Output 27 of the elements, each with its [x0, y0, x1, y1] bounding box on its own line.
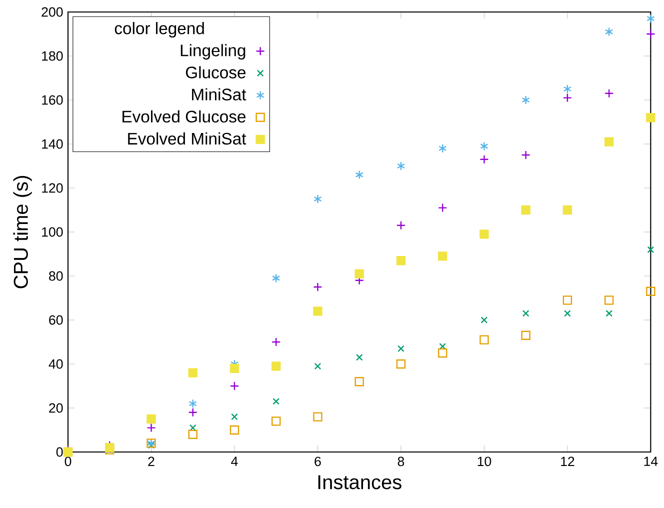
- legend-label: Evolved MiniSat: [128, 132, 246, 145]
- y-tick-label: 40: [48, 359, 63, 369]
- x-tick-label: 2: [148, 456, 154, 466]
- legend-title: color legend: [114, 22, 204, 38]
- legend-label: Evolved Glucose: [122, 110, 246, 123]
- y-tick-label: 120: [42, 183, 63, 193]
- legend-label: Glucose: [186, 66, 246, 78]
- x-tick-label: 6: [314, 456, 321, 466]
- x-tick-label: 12: [561, 456, 574, 466]
- y-tick-label: 100: [42, 227, 63, 237]
- y-tick-label: 200: [42, 7, 63, 17]
- y-tick-label: 0: [56, 447, 63, 457]
- x-tick-label: 0: [64, 456, 72, 466]
- y-tick-label: 20: [49, 403, 63, 413]
- x-tick-label: 10: [478, 456, 492, 466]
- y-tick-label: 160: [42, 95, 63, 105]
- x-tick-label: 4: [231, 456, 238, 466]
- x-tick-label: 14: [644, 456, 658, 466]
- y-tick-label: 60: [49, 315, 63, 325]
- y-tick-label: 140: [42, 139, 63, 149]
- x-tick-label: 8: [398, 456, 404, 466]
- y-tick-label: 180: [42, 51, 63, 61]
- legend-label: Lingeling: [180, 44, 246, 60]
- y-axis-title: CPU time (s): [13, 176, 32, 288]
- x-axis-title: Instances: [318, 475, 402, 490]
- y-tick-label: 80: [49, 271, 63, 281]
- legend-label: MiniSat: [192, 88, 246, 100]
